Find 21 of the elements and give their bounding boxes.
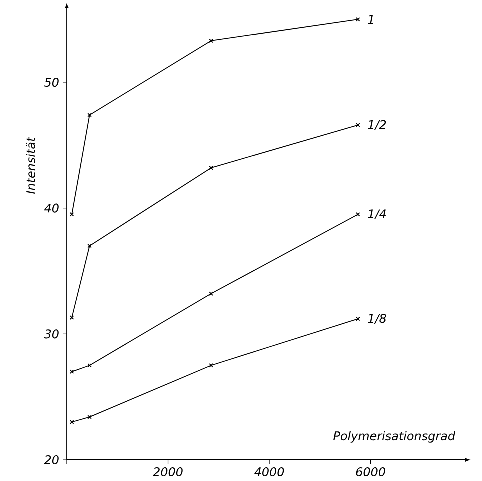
point xyxy=(209,38,214,44)
y-tick-label: 40 xyxy=(44,204,59,213)
y-tick-label: 30 xyxy=(44,330,59,339)
point xyxy=(88,363,92,368)
point xyxy=(88,244,92,248)
point xyxy=(88,113,92,118)
x-axis-title: Polymerisationsgrad xyxy=(334,431,456,443)
x-tick-label: 2000 xyxy=(153,468,183,477)
x-tick-label: 6000 xyxy=(356,468,386,477)
point xyxy=(209,363,214,368)
point xyxy=(209,292,214,296)
x-tick-label: 4000 xyxy=(254,468,284,477)
y-tick-label: 50 xyxy=(44,78,59,88)
point xyxy=(209,166,214,170)
series-label: 1 xyxy=(368,15,374,24)
point xyxy=(88,415,92,420)
series-label: 1/8 xyxy=(368,314,386,324)
y-axis-title: Intensität xyxy=(26,136,36,194)
series-label: 1/2 xyxy=(368,120,386,130)
series-label: 1/4 xyxy=(368,210,386,220)
y-tick-label: 20 xyxy=(44,455,59,465)
